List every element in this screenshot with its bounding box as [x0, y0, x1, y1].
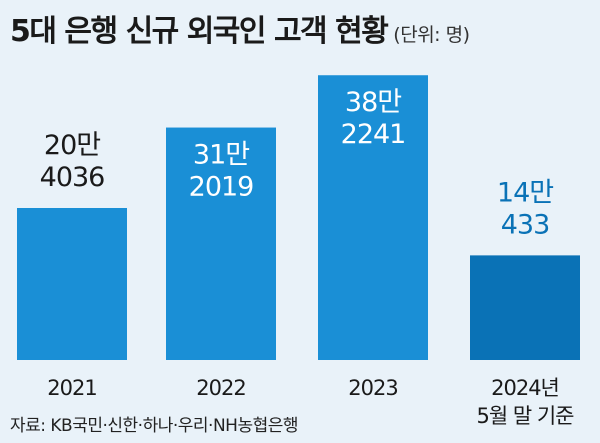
value-label-line1-4: 14만	[497, 177, 553, 208]
source-note: 자료: KB국민·신한·하나·우리·NH농협은행	[10, 416, 299, 436]
category-label-line1-2: 2022	[196, 376, 245, 400]
value-label-line1-1: 20만	[44, 130, 100, 161]
unit-label: (단위: 명)	[393, 24, 470, 46]
bar-2	[166, 127, 276, 361]
value-label-line1-3: 38만	[345, 87, 401, 118]
bar-3	[318, 75, 428, 360]
bar-1	[17, 207, 127, 360]
value-label-line1-2: 31만	[193, 140, 249, 171]
category-label-line1-1: 2021	[47, 376, 96, 400]
chart-title: 5대 은행 신규 외국인 고객 현황	[10, 14, 389, 49]
category-label-line2-4: 5월 말 기준	[477, 404, 575, 428]
title-row: 5대 은행 신규 외국인 고객 현황 (단위: 명)	[10, 6, 470, 50]
value-label-line2-2: 2019	[189, 172, 254, 203]
bar-4	[470, 255, 580, 360]
value-label-line2-1: 4036	[40, 162, 105, 193]
value-label-line2-3: 2241	[341, 119, 406, 150]
category-label-line1-4: 2024년	[491, 376, 559, 400]
value-label-line2-4: 433	[501, 209, 550, 240]
category-label-line1-3: 2023	[348, 376, 397, 400]
